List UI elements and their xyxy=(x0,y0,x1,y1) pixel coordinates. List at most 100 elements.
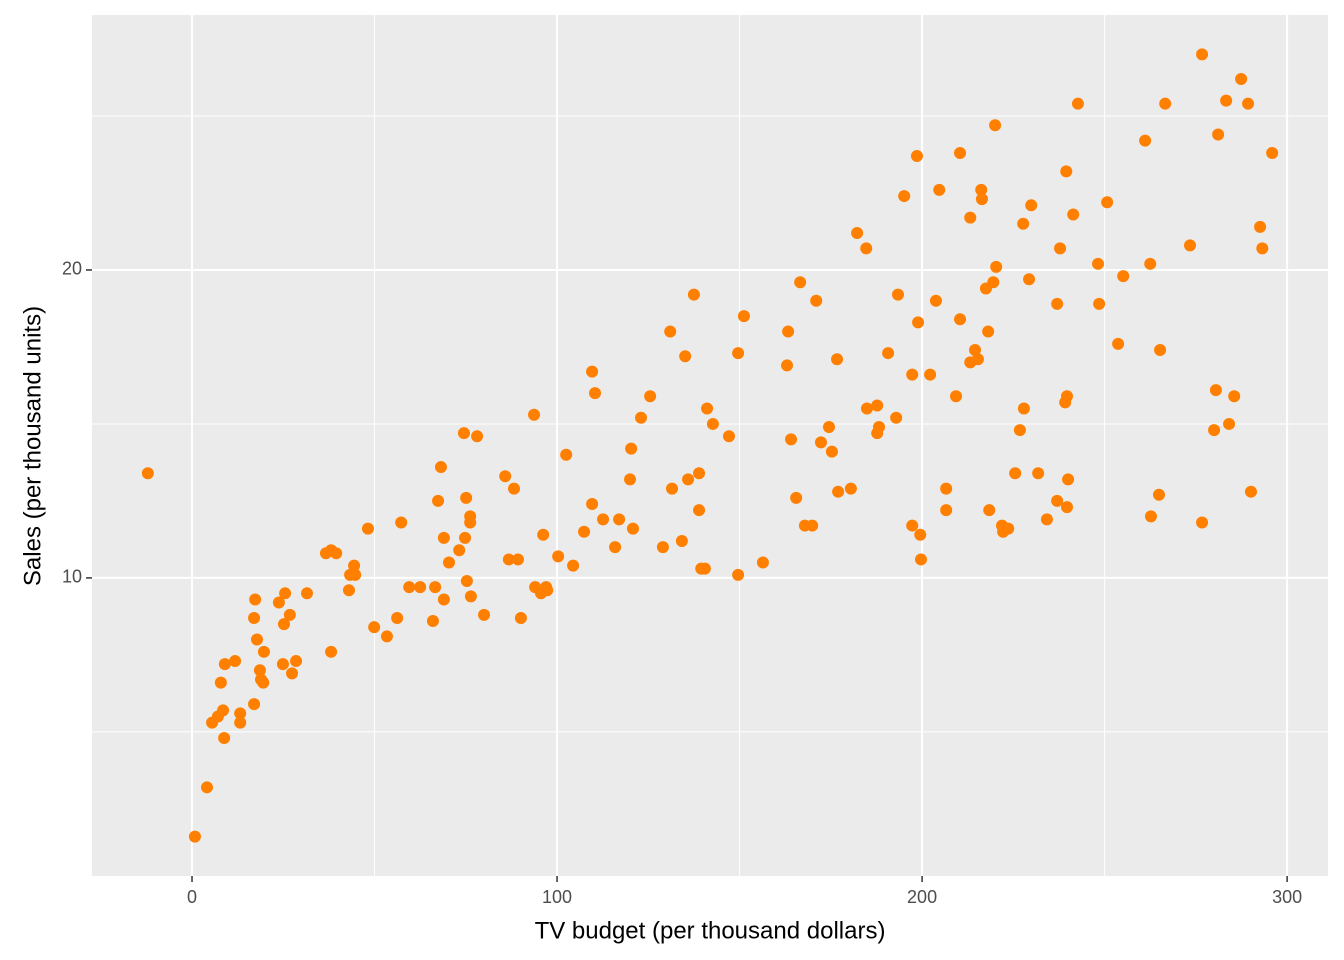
point xyxy=(910,150,923,163)
point xyxy=(464,516,477,529)
point xyxy=(460,574,473,587)
point xyxy=(1093,297,1106,310)
point xyxy=(443,556,456,569)
point xyxy=(214,676,227,689)
point xyxy=(279,587,292,600)
point xyxy=(732,347,745,360)
point xyxy=(782,325,795,338)
point xyxy=(1117,270,1130,283)
panel xyxy=(92,15,1328,876)
point xyxy=(666,482,679,495)
point xyxy=(218,658,231,671)
point xyxy=(682,473,695,486)
point xyxy=(882,347,895,360)
point xyxy=(990,260,1003,273)
point xyxy=(217,704,230,717)
y-tick-label: 10 xyxy=(62,567,82,587)
point xyxy=(257,676,270,689)
point xyxy=(1017,402,1030,415)
point xyxy=(933,183,946,196)
point xyxy=(860,402,873,415)
point xyxy=(1212,128,1225,141)
y-tick-label: 20 xyxy=(62,259,82,279)
point xyxy=(457,427,470,440)
point xyxy=(453,544,466,557)
point xyxy=(348,559,361,572)
point xyxy=(586,498,599,511)
point xyxy=(1092,257,1105,270)
point xyxy=(1051,494,1064,507)
point xyxy=(737,310,750,323)
point xyxy=(1009,467,1022,480)
point xyxy=(644,390,657,403)
point xyxy=(471,430,484,443)
point xyxy=(1002,522,1015,535)
point xyxy=(1220,94,1233,107)
point xyxy=(924,368,937,381)
point xyxy=(693,467,706,480)
point xyxy=(613,513,626,526)
point xyxy=(330,547,343,560)
point xyxy=(437,593,450,606)
point xyxy=(675,534,688,547)
point xyxy=(1196,516,1209,529)
point xyxy=(898,190,911,203)
point xyxy=(890,411,903,424)
point xyxy=(624,473,637,486)
point xyxy=(437,531,450,544)
point xyxy=(276,658,289,671)
point xyxy=(906,368,919,381)
point xyxy=(810,294,823,307)
point xyxy=(940,482,953,495)
x-tick-label: 0 xyxy=(187,887,197,907)
point xyxy=(1017,217,1030,230)
point xyxy=(851,227,864,240)
point xyxy=(589,387,602,400)
point xyxy=(290,655,303,668)
point xyxy=(940,504,953,517)
point xyxy=(832,485,845,498)
point xyxy=(1244,485,1257,498)
point xyxy=(1196,48,1209,61)
point xyxy=(1235,73,1248,86)
point xyxy=(460,491,473,504)
point xyxy=(507,482,520,495)
point xyxy=(560,448,573,461)
point xyxy=(781,359,794,372)
point xyxy=(1023,273,1036,286)
point xyxy=(831,353,844,366)
point xyxy=(912,316,925,329)
point xyxy=(860,242,873,255)
point xyxy=(954,313,967,326)
point xyxy=(964,211,977,224)
point xyxy=(975,183,988,196)
point xyxy=(1254,220,1267,233)
point xyxy=(253,664,266,677)
point xyxy=(635,411,648,424)
point xyxy=(1032,467,1045,480)
point xyxy=(414,581,427,594)
point xyxy=(552,550,565,563)
point xyxy=(429,581,442,594)
point xyxy=(698,562,711,575)
point xyxy=(325,645,338,658)
point xyxy=(541,584,554,597)
point xyxy=(987,276,1000,289)
point xyxy=(1242,97,1255,110)
x-tick-label: 200 xyxy=(907,887,937,907)
point xyxy=(301,587,314,600)
point xyxy=(257,645,270,658)
point xyxy=(929,294,942,307)
point xyxy=(790,491,803,504)
point xyxy=(1256,242,1269,255)
point xyxy=(278,618,291,631)
point xyxy=(218,732,231,745)
point xyxy=(391,611,404,624)
point xyxy=(368,621,381,634)
point xyxy=(283,608,296,621)
point xyxy=(537,528,550,541)
point xyxy=(1040,513,1053,526)
point xyxy=(272,596,285,609)
point xyxy=(1152,488,1165,501)
point xyxy=(567,559,580,572)
